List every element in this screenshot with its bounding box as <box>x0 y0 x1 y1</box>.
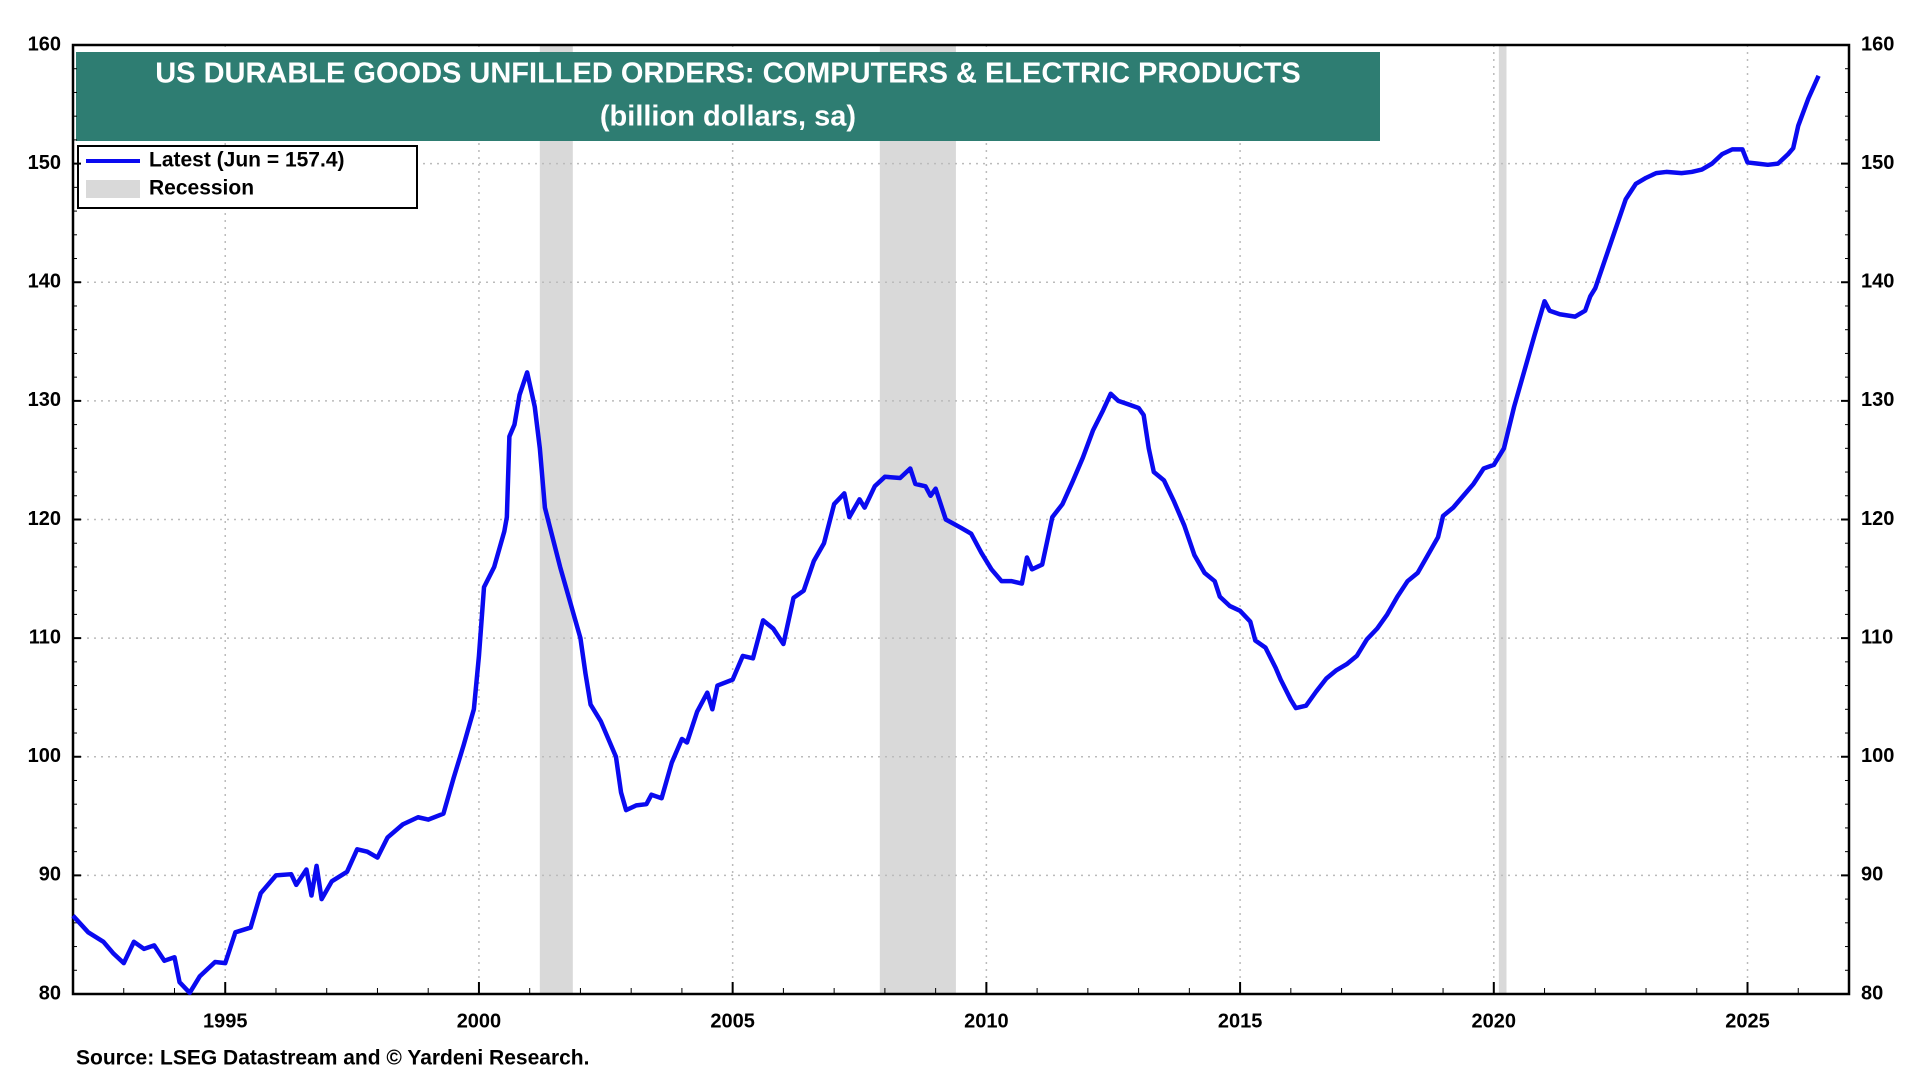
y2-tick-label: 150 <box>1861 152 1894 174</box>
y2-tick-label: 130 <box>1861 389 1894 411</box>
x-tick-label: 2015 <box>1218 1010 1263 1032</box>
x-tick-label: 1995 <box>203 1010 248 1032</box>
y2-tick-label: 80 <box>1861 982 1883 1004</box>
legend-label: Latest (Jun = 157.4) <box>149 149 345 172</box>
chart-title: US DURABLE GOODS UNFILLED ORDERS: COMPUT… <box>155 58 1301 90</box>
y-tick-label: 110 <box>29 626 61 648</box>
source-note: Source: LSEG Datastream and © Yardeni Re… <box>76 1047 589 1070</box>
x-tick-label: 2000 <box>457 1010 502 1032</box>
x-tick-label: 2025 <box>1725 1010 1770 1032</box>
y-tick-label: 100 <box>28 745 61 767</box>
y-tick-label: 160 <box>28 33 61 55</box>
x-tick-label: 2010 <box>964 1010 1009 1032</box>
y2-tick-label: 110 <box>1861 626 1893 648</box>
chart-subtitle: (billion dollars, sa) <box>600 101 856 133</box>
y-tick-label: 130 <box>28 389 61 411</box>
x-tick-label: 2005 <box>710 1010 755 1032</box>
y-tick-label: 120 <box>28 508 61 530</box>
x-tick-label: 2020 <box>1472 1010 1517 1032</box>
y-tick-label: 80 <box>39 982 61 1004</box>
title-box <box>76 52 1380 141</box>
y-tick-label: 150 <box>28 152 61 174</box>
y2-tick-label: 140 <box>1861 271 1894 293</box>
y2-tick-label: 160 <box>1861 33 1894 55</box>
data-line <box>71 74 1821 996</box>
y2-tick-label: 120 <box>1861 508 1894 530</box>
y-tick-label: 90 <box>39 864 61 886</box>
legend-swatch <box>86 180 140 198</box>
legend-label: Recession <box>149 177 254 200</box>
y2-tick-label: 100 <box>1861 745 1894 767</box>
y-tick-label: 140 <box>28 271 61 293</box>
background-layer <box>71 43 1851 996</box>
y2-tick-label: 90 <box>1861 864 1883 886</box>
